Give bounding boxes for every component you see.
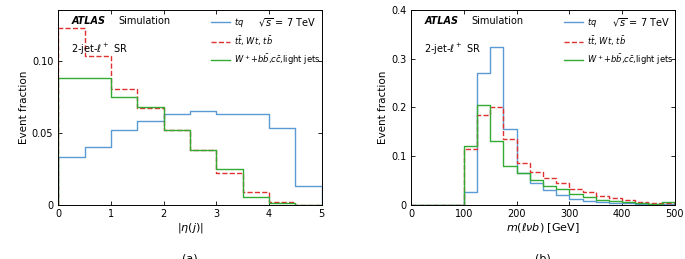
Text: ATLAS: ATLAS (425, 16, 458, 26)
Text: Simulation: Simulation (472, 16, 524, 26)
Y-axis label: Event fraction: Event fraction (378, 71, 388, 144)
Text: 2-jet-$\ell^+$ SR: 2-jet-$\ell^+$ SR (425, 41, 482, 56)
Text: $\sqrt{s}$ = 7 TeV: $\sqrt{s}$ = 7 TeV (612, 16, 669, 29)
Y-axis label: Event fraction: Event fraction (19, 71, 29, 144)
Text: 2-jet-$\ell^+$ SR: 2-jet-$\ell^+$ SR (71, 41, 129, 56)
Text: $\sqrt{s}$ = 7 TeV: $\sqrt{s}$ = 7 TeV (258, 16, 316, 29)
Text: Simulation: Simulation (119, 16, 171, 26)
Legend: $tq$, $t\bar{t}$, $Wt$, $t\bar{b}$, $W^+$+$b\bar{b}$,$c\bar{c}$,light jets: $tq$, $t\bar{t}$, $Wt$, $t\bar{b}$, $W^+… (564, 16, 673, 67)
Text: (b): (b) (535, 253, 551, 259)
X-axis label: $|\eta(j)|$: $|\eta(j)|$ (177, 221, 203, 235)
Text: ATLAS: ATLAS (71, 16, 105, 26)
Legend: $tq$, $t\bar{t}$, $Wt$, $t\bar{b}$, $W^+$+$b\bar{b}$,$c\bar{c}$,light jets: $tq$, $t\bar{t}$, $Wt$, $t\bar{b}$, $W^+… (212, 16, 321, 67)
X-axis label: $m(\ell\nu b)$ [GeV]: $m(\ell\nu b)$ [GeV] (506, 221, 580, 235)
Text: (a): (a) (182, 253, 198, 259)
